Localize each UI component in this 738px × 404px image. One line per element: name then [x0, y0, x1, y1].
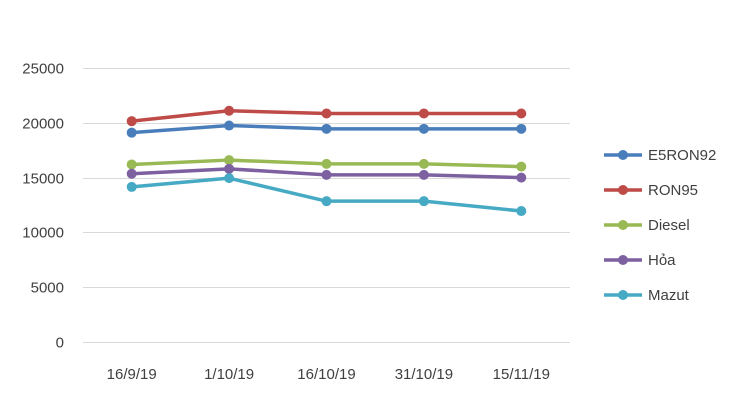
data-point — [224, 155, 235, 166]
legend-item: Hỏa — [604, 252, 676, 269]
x-tick-label: 16/10/19 — [297, 366, 355, 383]
y-tick-label: 10000 — [22, 225, 64, 242]
data-point — [126, 159, 137, 170]
gridlines — [83, 68, 570, 343]
x-axis-tick-labels: 16/9/19 1/10/19 16/10/19 31/10/19 15/11/19 — [107, 366, 550, 383]
series-group — [126, 105, 527, 217]
data-point — [516, 172, 527, 183]
legend-item: Mazut — [604, 287, 690, 304]
y-tick-label: 15000 — [22, 171, 64, 188]
x-tick-label: 31/10/19 — [395, 366, 453, 383]
data-point — [516, 161, 527, 172]
data-point — [321, 123, 332, 134]
x-tick-label: 15/11/19 — [493, 366, 550, 383]
data-point — [321, 196, 332, 207]
data-point — [418, 123, 429, 134]
legend-item: E5RON92 — [604, 147, 716, 164]
data-point — [126, 181, 137, 192]
data-point — [126, 116, 137, 127]
data-point — [516, 123, 527, 134]
data-point — [321, 169, 332, 180]
series-diesel — [126, 155, 527, 172]
data-point — [321, 158, 332, 169]
data-point — [418, 169, 429, 180]
legend-marker — [618, 220, 628, 230]
legend-label: Hỏa — [648, 252, 676, 269]
y-tick-label: 0 — [56, 335, 64, 352]
legend-marker — [618, 290, 628, 300]
legend-marker — [618, 185, 628, 195]
y-tick-label: 25000 — [22, 61, 64, 78]
legend-marker — [618, 150, 628, 160]
legend-item: RON95 — [604, 182, 698, 199]
data-point — [516, 108, 527, 119]
data-point — [224, 105, 235, 116]
y-tick-label: 5000 — [31, 280, 64, 297]
legend-label: E5RON92 — [648, 147, 716, 164]
series-ron95 — [126, 105, 527, 127]
y-axis-tick-labels: 0 5000 10000 15000 20000 25000 — [22, 61, 64, 352]
legend-item: Diesel — [604, 217, 690, 234]
data-point — [126, 127, 137, 138]
data-point — [224, 163, 235, 174]
legend: E5RON92 RON95 Diesel Hỏa Mazut — [604, 147, 716, 304]
legend-label: Diesel — [648, 217, 690, 234]
legend-marker — [618, 255, 628, 265]
series-mazut — [126, 173, 527, 217]
x-tick-label: 1/10/19 — [204, 366, 254, 383]
data-point — [516, 206, 527, 217]
data-point — [126, 168, 137, 179]
data-point — [224, 173, 235, 184]
data-point — [321, 108, 332, 119]
y-tick-label: 20000 — [22, 116, 64, 133]
data-point — [418, 158, 429, 169]
data-point — [224, 120, 235, 131]
data-point — [418, 108, 429, 119]
legend-label: RON95 — [648, 182, 698, 199]
series-e5ron92 — [126, 120, 527, 138]
x-tick-label: 16/9/19 — [107, 366, 157, 383]
legend-label: Mazut — [648, 287, 690, 304]
data-point — [418, 196, 429, 207]
series-hỏa — [126, 163, 527, 183]
